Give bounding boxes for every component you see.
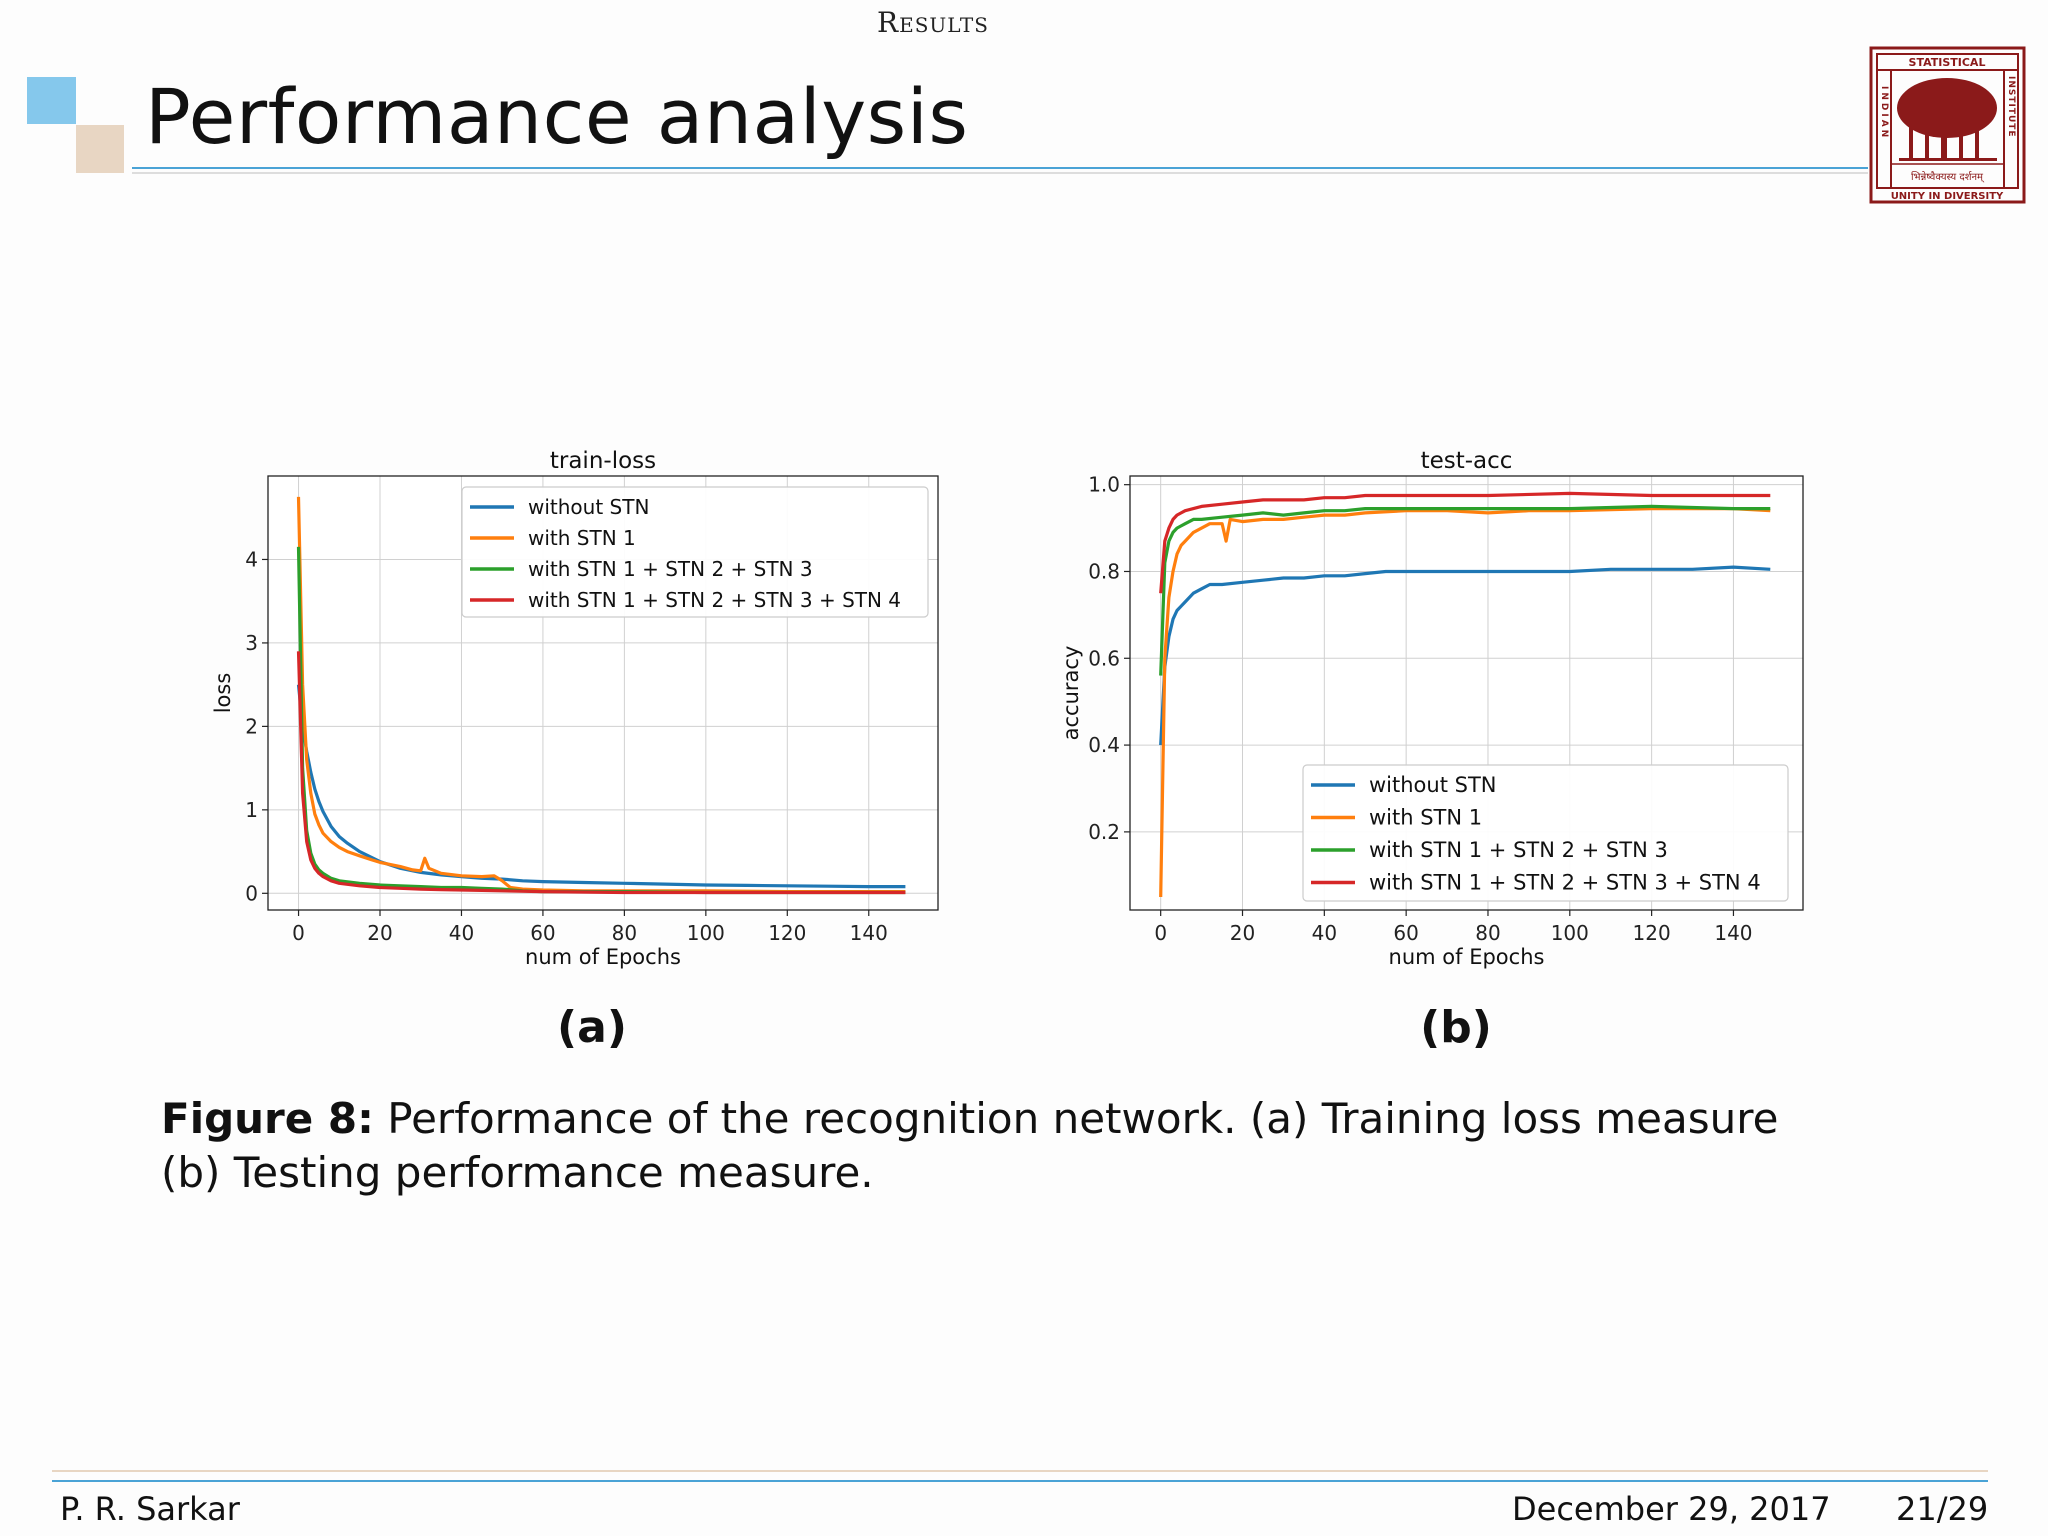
test-acc-chart: 0 20 40 60 80 100 120 140 0.2 0.4 0.6 0.8 1.0 test-ac… — [1059, 448, 1804, 969]
x-tick-label: 40 — [449, 921, 474, 945]
logo-top-text: STATISTICAL — [1909, 56, 1986, 69]
legend-label-with-stn-1-stn-2-stn-3: with STN 1 + STN 2 + STN 3 — [528, 557, 813, 581]
caption-text: Performance of the recognition network. … — [161, 1094, 1779, 1197]
logo-motto-script: भिन्नेष्वैक्यस्य दर्शनम् — [1911, 171, 1985, 183]
y-tick-label: 1.0 — [1088, 473, 1120, 497]
logo-right-text: INSTITUTE — [2006, 76, 2016, 138]
x-axis-label: num of Epochs — [525, 945, 681, 969]
x-tick-label: 140 — [1714, 921, 1752, 945]
footer-date: December 29, 2017 — [1512, 1490, 1831, 1528]
footer-rule-tan — [52, 1470, 1988, 1472]
legend-label-with-stn-1: with STN 1 — [1369, 806, 1482, 830]
y-axis-label: loss — [211, 673, 235, 714]
x-tick-label: 60 — [530, 921, 555, 945]
x-tick-label: 20 — [1230, 921, 1255, 945]
legend-label-with-stn-1-stn-2-stn-3: with STN 1 + STN 2 + STN 3 — [1369, 838, 1668, 862]
y-tick-label: 0.8 — [1088, 559, 1120, 583]
legend-label-without-stn: without STN — [1369, 773, 1497, 797]
legend-label-without-stn: without STN — [528, 495, 649, 519]
chart-title: train-loss — [550, 448, 656, 474]
y-tick-label: 0 — [245, 881, 258, 905]
page-title: Performance analysis — [145, 72, 969, 161]
x-tick-label: 0 — [1154, 921, 1167, 945]
legend-label-with-stn-1: with STN 1 — [528, 526, 636, 550]
figure-caption: Figure 8: Performance of the recognition… — [161, 1092, 1801, 1200]
y-tick-label: 4 — [245, 547, 258, 571]
institute-logo: STATISTICAL INDIAN INSTITUTE भिन्नेष्वैक… — [1869, 46, 2026, 204]
y-tick-label: 0.2 — [1088, 820, 1120, 844]
section-title: Results — [877, 6, 989, 39]
title-rule — [132, 167, 1868, 169]
panel-label-a: (a) — [557, 1002, 627, 1053]
series-line-with-stn-1-stn-2-stn-3-stn-4 — [1159, 491, 1771, 594]
x-tick-label: 20 — [367, 921, 392, 945]
x-tick-label: 60 — [1393, 921, 1418, 945]
x-tick-label: 0 — [292, 921, 305, 945]
x-tick-label: 80 — [1475, 921, 1500, 945]
y-tick-label: 2 — [245, 714, 258, 738]
train-loss-chart: 0 20 40 60 80 100 120 140 0 1 2 3 4 train-loss num of … — [211, 448, 939, 969]
series-line-without-stn — [1159, 565, 1771, 746]
decoration-square-tan — [76, 125, 124, 173]
x-tick-label: 120 — [1633, 921, 1671, 945]
legend-label-with-stn-1-stn-2-stn-3-stn-4: with STN 1 + STN 2 + STN 3 + STN 4 — [528, 588, 901, 612]
panel-label-b: (b) — [1420, 1002, 1492, 1053]
footer-page-number: 21/29 — [1896, 1490, 1989, 1528]
y-tick-label: 1 — [245, 798, 258, 822]
x-axis-label: num of Epochs — [1389, 945, 1545, 969]
x-tick-label: 40 — [1312, 921, 1337, 945]
footer-author: P. R. Sarkar — [60, 1490, 240, 1528]
decoration-square-blue — [27, 77, 76, 124]
legend-label-with-stn-1-stn-2-stn-3-stn-4: with STN 1 + STN 2 + STN 3 + STN 4 — [1369, 871, 1761, 895]
x-tick-label: 100 — [687, 921, 725, 945]
x-tick-label: 120 — [768, 921, 806, 945]
series-line-with-stn-1-stn-2-stn-3 — [1159, 504, 1771, 676]
series-line-with-stn-1-stn-2-stn-3-stn-4 — [296, 651, 906, 895]
y-axis-label: accuracy — [1059, 646, 1083, 741]
legend-box — [461, 486, 929, 618]
logo-left-text: INDIAN — [1879, 86, 1889, 140]
plot-frame — [267, 475, 939, 911]
caption-label: Figure 8: — [161, 1094, 374, 1143]
y-tick-label: 3 — [245, 631, 258, 655]
title-rule-shadow — [132, 172, 1868, 174]
x-tick-label: 140 — [850, 921, 888, 945]
footer-rule-blue — [52, 1480, 1988, 1482]
banyan-tree-icon — [1897, 78, 1997, 161]
y-tick-label: 0.4 — [1088, 733, 1120, 757]
chart-title: test-acc — [1421, 448, 1513, 474]
legend-box — [1302, 764, 1789, 902]
x-tick-label: 100 — [1551, 921, 1589, 945]
plot-frame — [1129, 475, 1804, 911]
series-line-with-stn-1 — [1159, 506, 1771, 898]
y-tick-label: 0.6 — [1088, 646, 1120, 670]
logo-bottom-text: UNITY IN DIVERSITY — [1891, 191, 2004, 202]
x-tick-label: 80 — [612, 921, 637, 945]
